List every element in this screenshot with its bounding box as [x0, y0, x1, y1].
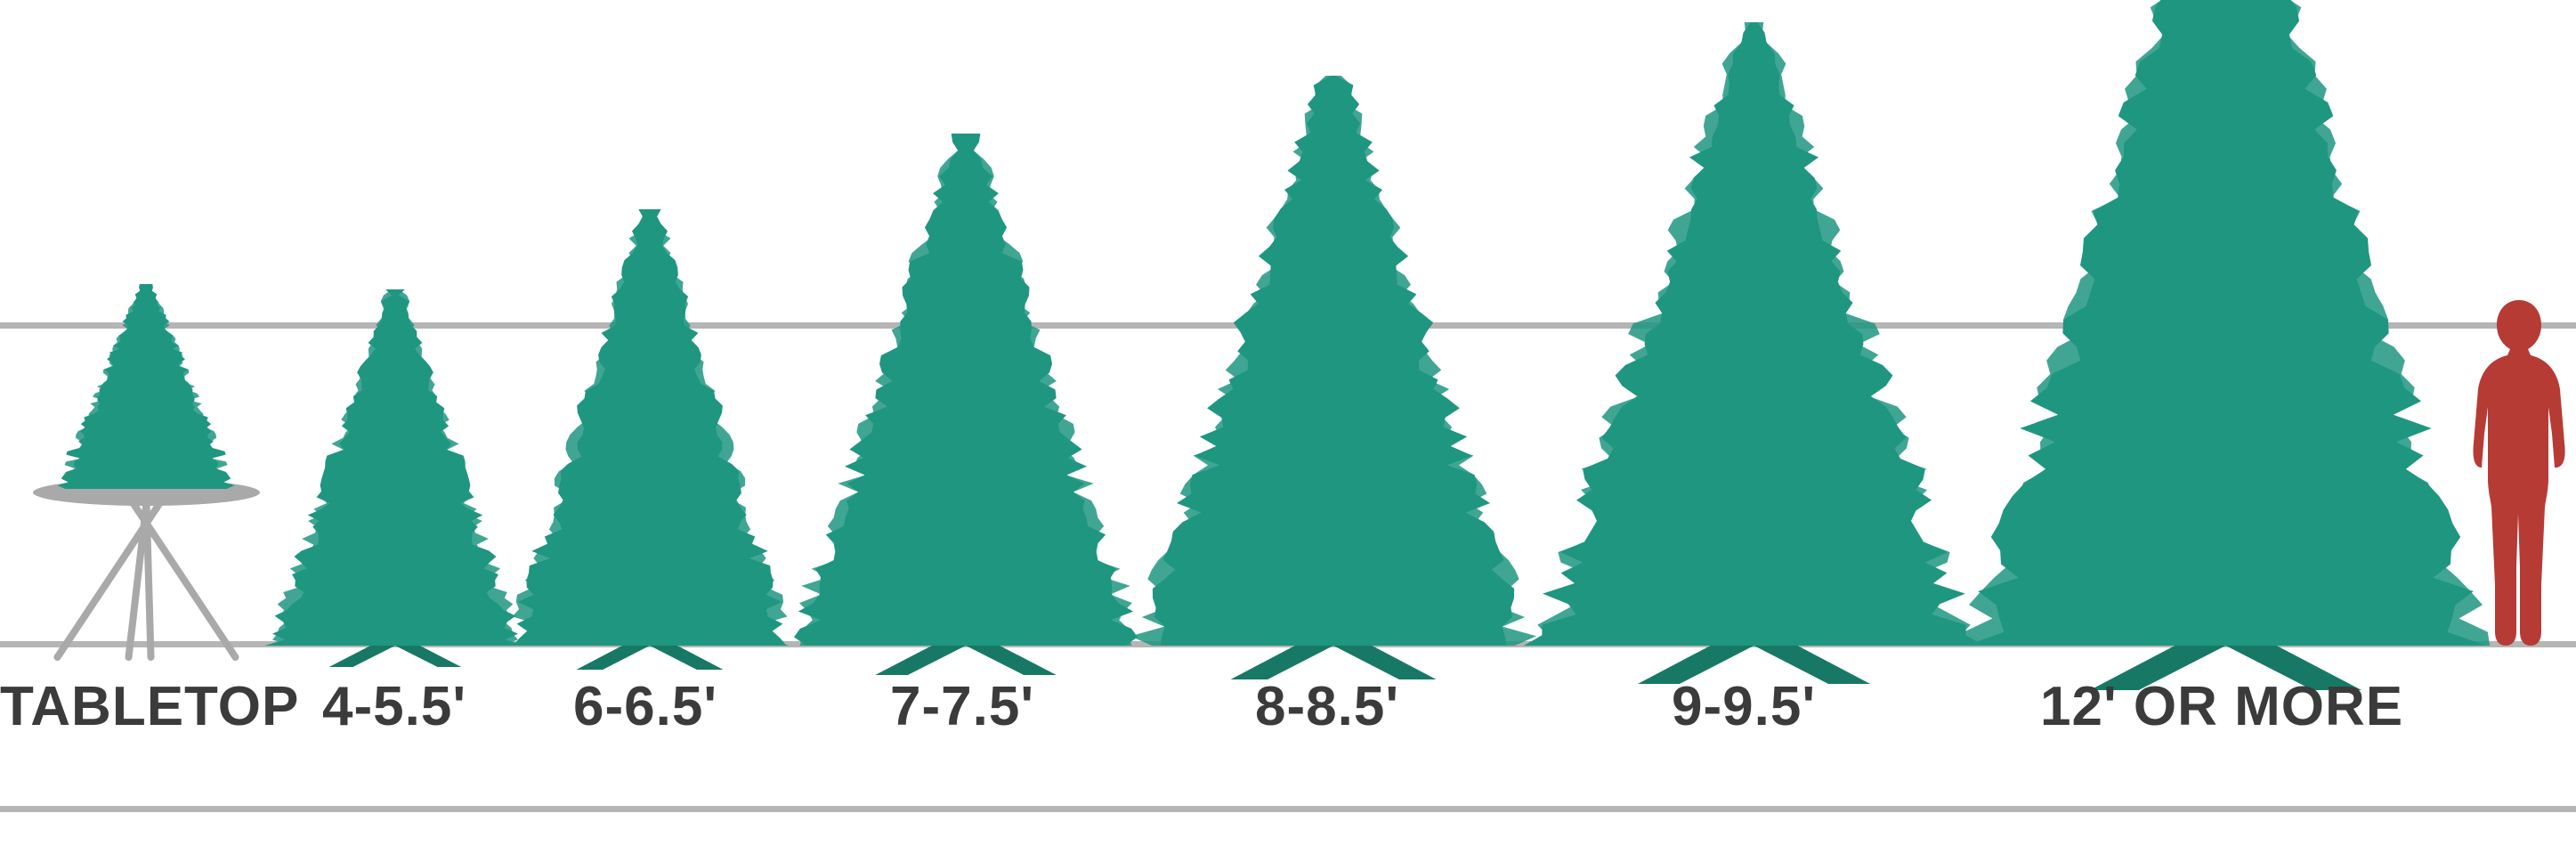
- person-silhouette: [2468, 300, 2571, 854]
- tree-label-2: 6-6.5': [573, 675, 717, 738]
- tree-label-1: 4-5.5': [322, 675, 466, 738]
- tree-0: [31, 284, 261, 854]
- tree-label-4: 8-8.5': [1255, 675, 1399, 738]
- tree-silhouette: [31, 284, 261, 489]
- tree-silhouette: [1890, 0, 2562, 690]
- tree-label-3: 7-7.5': [890, 675, 1034, 738]
- tree-label-5: 9-9.5': [1672, 675, 1816, 738]
- tree-label-6: 12' OR MORE: [2040, 675, 2403, 738]
